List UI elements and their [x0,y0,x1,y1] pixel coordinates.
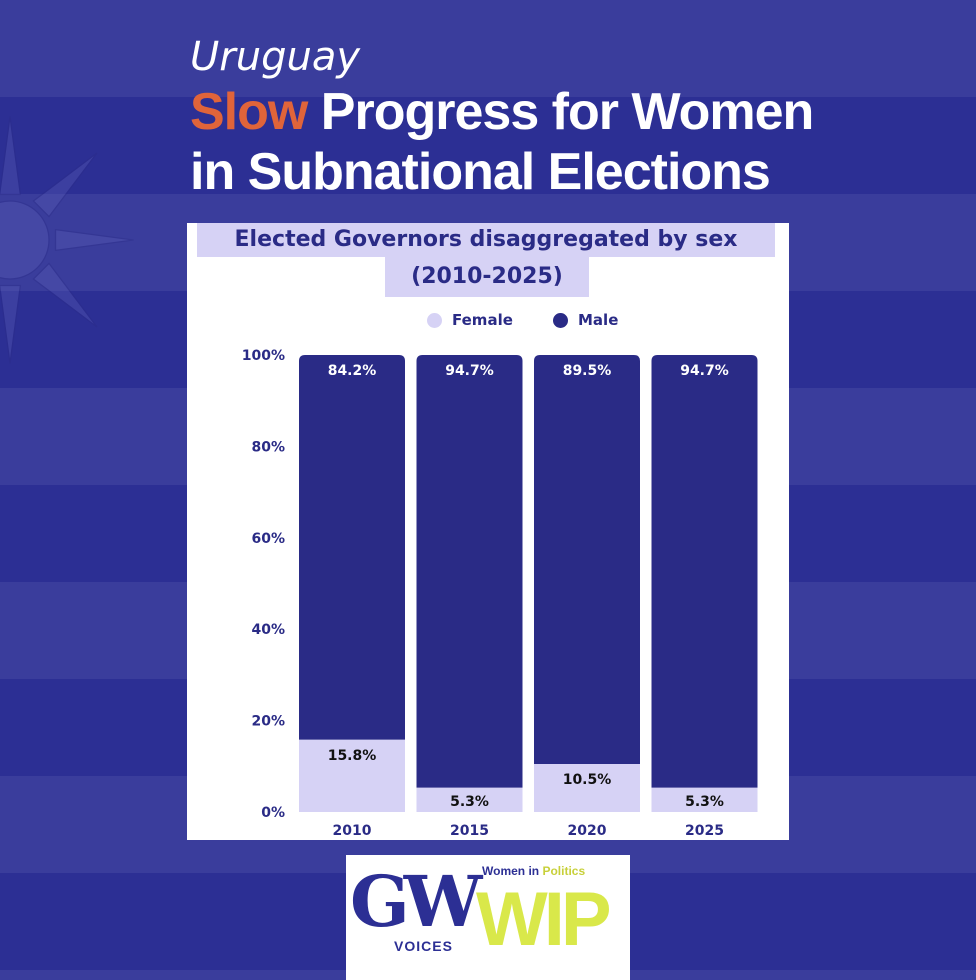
bar-male [416,355,523,788]
y-tick-label: 20% [251,714,285,730]
bar-female [651,787,758,812]
legend-female-swatch [427,312,442,328]
chart-title: Elected Governors disaggregated by sex [197,223,775,257]
legend-female: Female [427,311,513,329]
chart-card: Elected Governors disaggregated by sex (… [187,223,789,840]
x-tick-label: 2010 [333,823,372,839]
data-label-male: 94.7% [445,363,494,379]
headline-rest: Progress for Women [307,83,814,141]
chart-title-line2: (2010-2025) [411,264,563,289]
wip-subtitle-prefix: Women in [482,864,543,878]
x-tick-label: 2020 [568,823,607,839]
legend-male: Male [553,311,618,329]
bar-female [299,739,405,812]
legend-female-label: Female [452,311,513,329]
legend-male-label: Male [578,311,619,329]
bar-male [651,355,758,788]
data-label-male: 94.7% [680,363,729,379]
data-label-male: 84.2% [328,363,377,379]
data-label-male: 89.5% [563,363,612,379]
headline-accent: Slow [190,83,308,141]
wip-subtitle-highlight: Politics [542,864,586,878]
bar-female [416,787,523,812]
page-title: Slow Progress for Women in Subnational E… [190,82,814,202]
data-label-female: 10.5% [563,772,612,788]
wip-subtitle: Women in Politics [482,864,585,878]
y-tick-label: 0% [261,805,285,821]
data-label-female: 5.3% [685,794,724,810]
y-tick-label: 80% [251,439,285,455]
x-tick-label: 2025 [685,823,724,839]
bar-female [534,764,640,812]
voices-label: VOICES [394,938,453,954]
wip-logo: WIP [476,877,612,962]
data-label-female: 15.8% [328,748,377,764]
x-tick-label: 2015 [450,823,489,839]
flag-stripe [0,97,976,194]
legend-male-swatch [553,312,568,328]
gw-logo: GW [350,860,482,943]
y-tick-label: 40% [251,622,285,638]
bar-male [299,355,405,740]
data-label-female: 5.3% [450,794,489,810]
bar-male [534,355,640,765]
chart-title-line1: Elected Governors disaggregated by sex [234,227,738,252]
y-tick-label: 60% [251,531,285,547]
headline-line2: in Subnational Elections [190,143,771,201]
stacked-bar-chart: 0% 20% 40% 60% 80% 100% 84.2% 15.8% 2010 94.7% 5.3… [242,348,758,839]
country-label: Uruguay [190,34,360,80]
sun-of-may-icon [0,116,134,364]
logo-box [346,855,630,980]
chart-subtitle: (2010-2025) [385,257,589,297]
y-tick-label: 100% [242,348,285,364]
